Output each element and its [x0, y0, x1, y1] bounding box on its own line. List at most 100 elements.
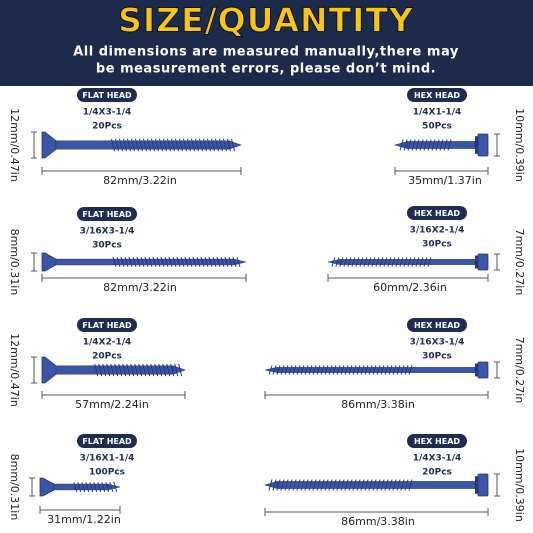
screw-thread — [368, 479, 373, 491]
screw-thread — [106, 363, 111, 377]
quantity: 20Pcs — [92, 352, 122, 362]
screw-thread — [324, 365, 329, 375]
screw-thread — [292, 365, 297, 375]
quantity: 100Pcs — [89, 468, 125, 478]
screw-thread — [328, 365, 333, 375]
screw-shank — [55, 140, 230, 150]
screw-thread — [407, 257, 412, 267]
length: 31mm/1.22in — [47, 513, 121, 526]
screw-thread — [380, 479, 385, 491]
screw-thread — [89, 481, 94, 493]
screw-thread — [383, 257, 388, 267]
screw-thread — [204, 256, 209, 268]
screw-thread — [192, 256, 197, 268]
screw-thread — [288, 479, 293, 491]
screw-thread — [336, 479, 341, 491]
screw-thread — [175, 138, 179, 152]
badge — [407, 318, 467, 332]
screw-thread — [183, 138, 187, 152]
screw-thread — [380, 365, 385, 375]
screw-thread — [280, 365, 285, 375]
screw-thread — [119, 138, 123, 152]
screw-thread — [85, 481, 90, 493]
screw-thread — [387, 257, 392, 267]
screw-thread — [136, 256, 141, 268]
screw-thread — [93, 481, 98, 493]
screw-thread — [124, 256, 129, 268]
screw-thread — [151, 138, 155, 152]
screw-thread — [312, 365, 317, 375]
screw-thread — [236, 256, 241, 268]
screw-thread — [155, 138, 159, 152]
screw-thread — [211, 138, 215, 152]
screw-thread — [435, 139, 440, 151]
screw-thread — [224, 256, 229, 268]
screw-thread — [376, 479, 381, 491]
header-band — [0, 0, 533, 86]
screw-thread — [203, 138, 207, 152]
screw-thread — [423, 139, 428, 151]
screw-washer — [475, 136, 478, 154]
screw-thread — [288, 365, 293, 375]
screw-thread — [215, 138, 219, 152]
height: 7mm/0.27in — [513, 229, 526, 296]
head-type: HEX HEAD — [414, 321, 460, 330]
badge — [407, 206, 467, 220]
screw-thread — [308, 479, 313, 491]
screw-head — [41, 131, 57, 159]
quantity: 20Pcs — [422, 468, 452, 478]
screw-thread — [154, 363, 159, 377]
screw-thread — [427, 257, 432, 267]
screw-thread — [98, 363, 103, 377]
screw-thread — [391, 257, 396, 267]
screw-thread — [118, 363, 123, 377]
screw-thread — [171, 138, 175, 152]
screw-thread — [356, 479, 361, 491]
screw-thread — [163, 138, 167, 152]
screw-thread — [364, 365, 369, 375]
badge — [77, 434, 137, 448]
screw-thread — [158, 363, 163, 377]
height: 12mm/0.47in — [8, 333, 21, 407]
screw-thread — [408, 365, 413, 375]
screw-thread — [110, 363, 115, 377]
height: 10mm/0.39in — [513, 108, 526, 182]
screw-thread — [316, 479, 321, 491]
screw-thread — [132, 256, 137, 268]
screw-tip — [233, 258, 247, 266]
screw-thread — [128, 256, 133, 268]
screw-thread — [399, 257, 404, 267]
head-type: HEX HEAD — [414, 91, 460, 100]
size: 1/4X1-1/4 — [413, 108, 462, 118]
screw-thread — [320, 479, 325, 491]
quantity: 30Pcs — [92, 241, 122, 251]
screw-thread — [344, 479, 349, 491]
screw-thread — [191, 138, 195, 152]
length: 57mm/2.24in — [75, 398, 149, 411]
length: 35mm/1.37in — [408, 174, 482, 187]
screw-thread — [324, 479, 329, 491]
screw-thread — [351, 257, 356, 267]
screw-thread — [220, 256, 225, 268]
screw-thread — [268, 479, 273, 491]
screw-thread — [268, 365, 273, 375]
screw-thread — [280, 479, 285, 491]
screw-thread — [395, 257, 400, 267]
screw-thread — [188, 256, 193, 268]
screw-thread — [174, 363, 179, 377]
screw-thread — [187, 138, 191, 152]
height: 12mm/0.47in — [8, 108, 21, 182]
size: 3/16X3-1/4 — [410, 338, 465, 348]
screw-thread — [152, 256, 157, 268]
screw-thread — [140, 256, 145, 268]
head-type: FLAT HEAD — [82, 91, 132, 100]
screw-thread — [348, 365, 353, 375]
screw-thread — [276, 479, 281, 491]
screw-thread — [160, 256, 165, 268]
screw-thread — [102, 363, 107, 377]
length: 86mm/3.38in — [341, 515, 415, 528]
screw-thread — [180, 256, 185, 268]
screw-thread — [232, 256, 237, 268]
screw-thread — [135, 138, 139, 152]
